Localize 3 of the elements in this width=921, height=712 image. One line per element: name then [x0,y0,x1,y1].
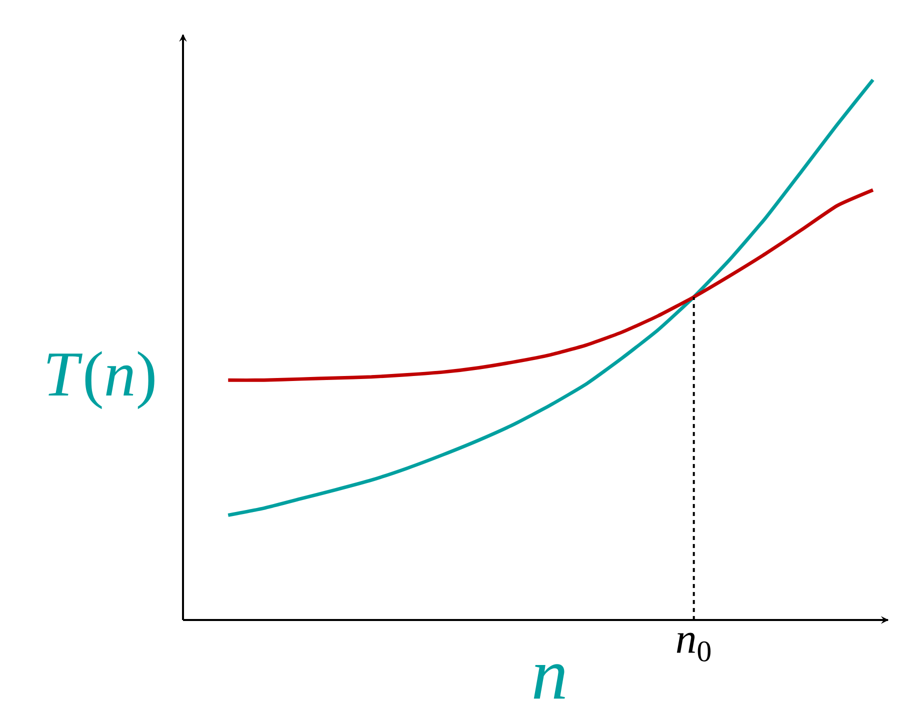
y-axis-title: T(n) [47,351,154,410]
x-axis-title: n [534,664,565,699]
text: n$_{0}$ [676,632,711,662]
